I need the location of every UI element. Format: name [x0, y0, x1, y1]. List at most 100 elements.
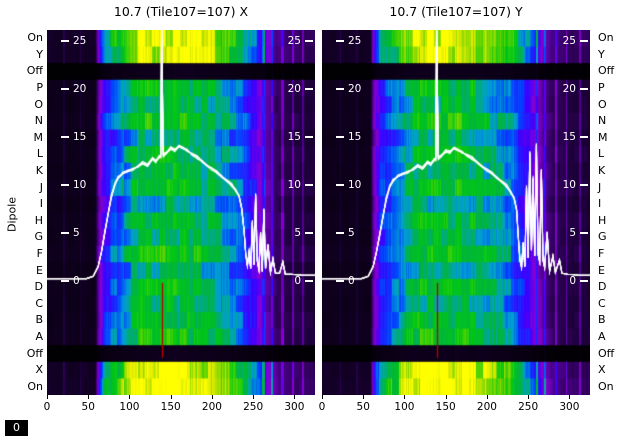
tick-dash [61, 280, 69, 282]
tick-dash [336, 232, 344, 234]
dipole-label-left: J [39, 180, 43, 194]
dipole-label-right: O [598, 97, 607, 111]
heatmap-canvas-x [47, 30, 315, 395]
tick-dash [61, 136, 69, 138]
tick-dash [61, 184, 69, 186]
dipole-label-left: X [35, 363, 43, 377]
dipole-label-right: L [598, 147, 605, 161]
dipole-label-left: D [34, 280, 43, 294]
tick-dash [580, 40, 588, 42]
x-tick-label: 50 [81, 401, 95, 413]
dipole-label-right: J [598, 180, 602, 194]
dipole-label-right: A [598, 329, 606, 343]
heatmap-canvas-y [322, 30, 590, 395]
x-tick-mark [47, 395, 48, 399]
x-tick-label: 200 [476, 401, 497, 413]
dipole-label-right: P [598, 81, 605, 95]
value-tick-label-left: 5 [336, 227, 355, 239]
x-tick-mark [486, 395, 488, 399]
tick-dash [336, 280, 344, 282]
dipole-label-left: O [34, 97, 43, 111]
value-tick-label-right: 15 [563, 131, 588, 143]
x-tick-label: 0 [43, 401, 51, 413]
tick-dash [61, 232, 69, 234]
dipole-label-left: On [27, 379, 43, 393]
value-tick-label-left: 15 [336, 131, 361, 143]
dipole-label-right: K [598, 164, 606, 178]
value-tick-label-left: 15 [61, 131, 86, 143]
tick-dash [305, 40, 313, 42]
x-tick-label: 100 [394, 401, 415, 413]
value-tick-label-right: 25 [563, 35, 588, 47]
tick-dash [305, 184, 313, 186]
tick-dash [580, 280, 588, 282]
value-tick-label-right: 25 [288, 35, 313, 47]
dipole-label-right: Off [598, 64, 615, 78]
dipole-label-right: C [598, 296, 606, 310]
dipole-label-left: On [27, 31, 43, 45]
tick-dash [305, 280, 313, 282]
dipole-label-right: I [598, 197, 602, 211]
x-tick-mark [322, 395, 323, 399]
x-tick-mark [88, 395, 90, 399]
tick-dash [336, 40, 344, 42]
dipole-label-right: On [598, 31, 614, 45]
dipole-label-right: E [598, 263, 605, 277]
heatmap-panel-y: 25 25 20 20 15 15 10 10 5 5 0 0 [322, 30, 590, 395]
tick-dash [336, 88, 344, 90]
dipole-label-left: L [36, 147, 43, 161]
tick-dash [580, 136, 588, 138]
dipole-label-left: A [35, 329, 43, 343]
value-tick-label-left: 5 [61, 227, 80, 239]
value-tick-label-right: 5 [294, 227, 313, 239]
tick-dash [336, 184, 344, 186]
dipole-label-left: P [36, 81, 43, 95]
value-tick-label-right: 15 [288, 131, 313, 143]
dipole-label-right: Y [598, 47, 605, 61]
dipole-label-left: K [35, 164, 43, 178]
value-tick-label-left: 10 [336, 179, 361, 191]
dipole-label-left: G [34, 230, 43, 244]
tick-dash [61, 40, 69, 42]
x-tick-label: 250 [518, 401, 539, 413]
x-tick-mark [170, 395, 172, 399]
value-tick-label-right: 20 [288, 83, 313, 95]
dipole-label-left: M [33, 130, 44, 144]
value-tick-label-left: 0 [336, 275, 355, 287]
heatmap-panel-x: 25 25 20 20 15 15 10 10 5 5 0 0 [47, 30, 315, 395]
dipole-label-left: C [35, 296, 43, 310]
dipole-label-right: D [598, 280, 607, 294]
x-tick-label: 100 [119, 401, 140, 413]
dipole-label-left: Off [26, 346, 43, 360]
dipole-label-right: N [598, 114, 607, 128]
x-tick-mark [363, 395, 365, 399]
dipole-label-right: G [598, 230, 607, 244]
dipole-label-right: B [598, 313, 606, 327]
dipole-label-left: B [35, 313, 43, 327]
x-tick-mark [445, 395, 447, 399]
x-tick-mark [253, 395, 255, 399]
tick-dash [61, 88, 69, 90]
tick-dash [580, 232, 588, 234]
value-tick-label-left: 0 [61, 275, 80, 287]
value-tick-label-right: 10 [563, 179, 588, 191]
value-tick-label-left: 25 [336, 35, 361, 47]
value-tick-label-right: 20 [563, 83, 588, 95]
value-tick-label-right: 0 [569, 275, 588, 287]
x-tick-label: 150 [435, 401, 456, 413]
dipole-label-left: H [34, 213, 43, 227]
panel-title-y: 10.7 (Tile107=107) Y [389, 4, 523, 19]
x-tick-label: 150 [160, 401, 181, 413]
tick-dash [305, 88, 313, 90]
dipole-label-left: I [39, 197, 43, 211]
value-tick-label-left: 25 [61, 35, 86, 47]
dipole-label-left: F [36, 246, 43, 260]
x-tick-mark [404, 395, 406, 399]
x-tick-label: 250 [243, 401, 264, 413]
x-tick-mark [294, 395, 296, 399]
value-tick-label-left: 20 [61, 83, 86, 95]
tick-dash [580, 184, 588, 186]
x-tick-mark [569, 395, 571, 399]
panel-title-x: 10.7 (Tile107=107) X [113, 4, 249, 19]
